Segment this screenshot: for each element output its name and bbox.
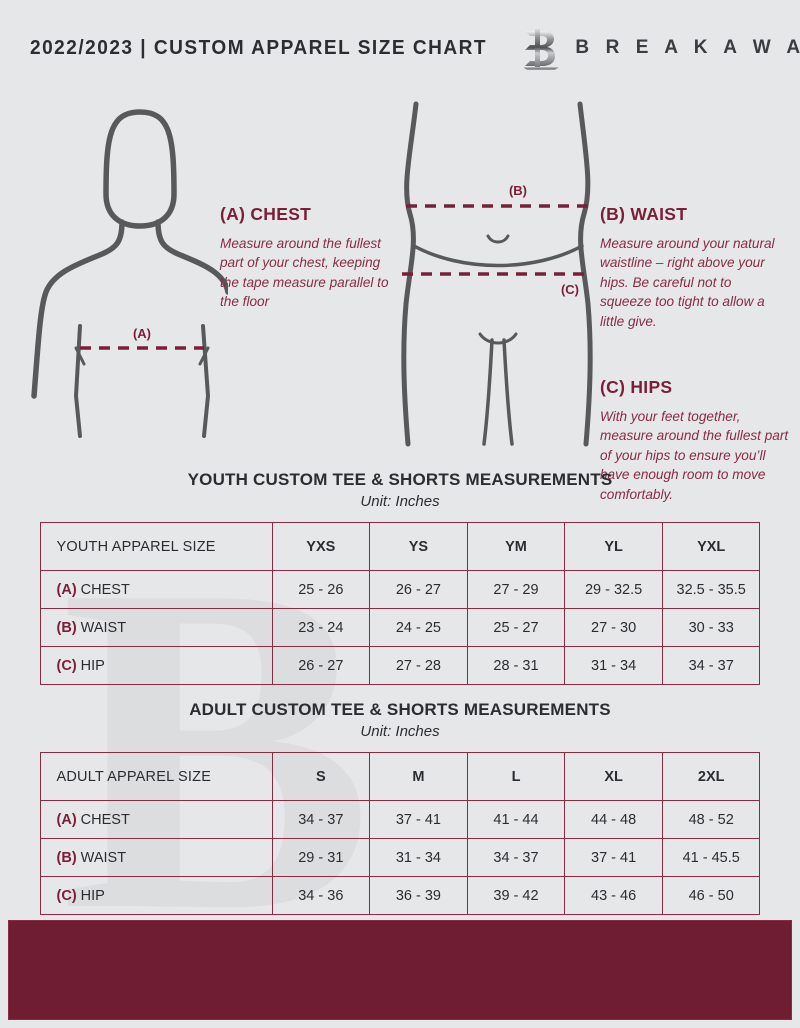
lower-body-figure: (B) (C) xyxy=(401,101,593,447)
size-header-YXS: YXS xyxy=(271,522,371,571)
brand-name: B R E A K A W A Y xyxy=(575,37,800,58)
row-tag: (A) xyxy=(56,811,77,828)
size-header-M: M xyxy=(369,752,468,801)
row-label-hip: (C) HIP xyxy=(39,646,273,685)
row-tag: (C) xyxy=(56,657,77,674)
adult-section: ADULT CUSTOM TEE & SHORTS MEASUREMENTS U… xyxy=(0,700,800,915)
row-tag: (B) xyxy=(56,849,77,866)
size-header-XL: XL xyxy=(564,752,663,801)
row-tag: (B) xyxy=(56,619,77,636)
youth-section-unit: Unit: Inches xyxy=(360,493,440,510)
waist-measure-label: (B) xyxy=(509,183,527,198)
cell-hip-L: 39 - 42 xyxy=(466,876,566,915)
cell-waist-2XL: 41 - 45.5 xyxy=(661,838,761,877)
chest-measure-label: (A) xyxy=(133,326,151,341)
youth-section-head: YOUTH CUSTOM TEE & SHORTS MEASUREMENTS U… xyxy=(0,470,800,510)
cell-chest-YL: 29 - 32.5 xyxy=(564,570,663,609)
row-tag: (A) xyxy=(56,581,77,598)
cell-chest-YXL: 32.5 - 35.5 xyxy=(661,570,761,609)
page-title: 2022/2023 | CUSTOM APPAREL SIZE CHART xyxy=(30,36,487,59)
row-label-chest: (A) CHEST xyxy=(39,800,273,839)
callout-waist-body: Measure around your natural waistline – … xyxy=(600,236,775,329)
cell-waist-YM: 25 - 27 xyxy=(466,608,566,647)
hip-measure-label: (C) xyxy=(561,282,579,297)
youth-section: YOUTH CUSTOM TEE & SHORTS MEASUREMENTS U… xyxy=(0,470,800,685)
size-header-label: ADULT APPAREL SIZE xyxy=(39,752,273,801)
cell-hip-S: 34 - 36 xyxy=(271,876,371,915)
cell-waist-L: 34 - 37 xyxy=(466,838,566,877)
brand-lockup: B R E A K A W A Y xyxy=(521,25,800,71)
cell-waist-YXL: 30 - 33 xyxy=(661,608,761,647)
row-label-hip: (C) HIP xyxy=(39,876,273,915)
cell-chest-2XL: 48 - 52 xyxy=(661,800,761,839)
table-header-row: ADULT APPAREL SIZE S M L XL 2XL xyxy=(39,752,761,801)
size-header-2XL: 2XL xyxy=(661,752,761,801)
row-label-chest: (A) CHEST xyxy=(39,570,273,609)
callout-waist: (B) WAIST Measure around your natural wa… xyxy=(600,204,785,331)
size-header-YM: YM xyxy=(466,522,566,571)
table-row: (A) CHEST 25 - 26 26 - 27 27 - 29 29 - 32.5 3… xyxy=(39,570,761,609)
table-row: (B) WAIST 23 - 24 24 - 25 25 - 27 27 - 30 30 … xyxy=(39,608,761,647)
youth-table-body: YOUTH APPAREL SIZE YXS YS YM YL YXL (A) CHEST 2… xyxy=(39,522,761,685)
size-header-YS: YS xyxy=(369,522,468,571)
youth-size-table: YOUTH APPAREL SIZE YXS YS YM YL YXL (A) CHEST 2… xyxy=(39,522,761,685)
size-header-L: L xyxy=(466,752,566,801)
cell-chest-YM: 27 - 29 xyxy=(466,570,566,609)
cell-waist-YXS: 23 - 24 xyxy=(271,608,371,647)
cell-chest-YXS: 25 - 26 xyxy=(271,570,371,609)
table-row: (A) CHEST 34 - 37 37 - 41 41 - 44 44 - 48 48 … xyxy=(39,800,761,839)
cell-waist-YS: 24 - 25 xyxy=(369,608,468,647)
cell-waist-YL: 27 - 30 xyxy=(564,608,663,647)
youth-section-title: YOUTH CUSTOM TEE & SHORTS MEASUREMENTS xyxy=(187,470,613,489)
table-header-row: YOUTH APPAREL SIZE YXS YS YM YL YXL xyxy=(39,522,761,571)
callout-waist-title: (B) WAIST xyxy=(600,204,688,224)
callout-hips-body: With your feet together, measure around … xyxy=(600,409,789,502)
adult-size-table: ADULT APPAREL SIZE S M L XL 2XL (A) CHEST 34 - … xyxy=(39,752,761,915)
callout-hips-title: (C) HIPS xyxy=(600,377,673,397)
cell-chest-L: 41 - 44 xyxy=(466,800,566,839)
size-header-label: YOUTH APPAREL SIZE xyxy=(39,522,273,571)
size-header-YL: YL xyxy=(564,522,663,571)
cell-waist-M: 31 - 34 xyxy=(369,838,468,877)
page-header: 2022/2023 | CUSTOM APPAREL SIZE CHART B … xyxy=(0,0,800,96)
cell-chest-S: 34 - 37 xyxy=(271,800,371,839)
table-row: (C) HIP 26 - 27 27 - 28 28 - 31 31 - 34 34 - … xyxy=(39,646,761,685)
adult-section-unit: Unit: Inches xyxy=(360,723,440,740)
cell-hip-YM: 28 - 31 xyxy=(466,646,566,685)
adult-table-body: ADULT APPAREL SIZE S M L XL 2XL (A) CHEST 34 - … xyxy=(39,752,761,915)
footer-bar xyxy=(8,920,792,1020)
row-tag: (C) xyxy=(56,887,77,904)
cell-hip-YS: 27 - 28 xyxy=(369,646,468,685)
callout-hips: (C) HIPS With your feet together, measur… xyxy=(600,377,790,504)
cell-waist-XL: 37 - 41 xyxy=(564,838,663,877)
cell-hip-YXS: 26 - 27 xyxy=(271,646,371,685)
callout-chest-title: (A) CHEST xyxy=(220,204,312,224)
cell-chest-YS: 26 - 27 xyxy=(369,570,468,609)
cell-chest-M: 37 - 41 xyxy=(369,800,468,839)
cell-hip-YL: 31 - 34 xyxy=(564,646,663,685)
size-header-S: S xyxy=(271,752,371,801)
callout-chest-body: Measure around the fullest part of your … xyxy=(220,236,389,310)
row-label-waist: (B) WAIST xyxy=(39,608,273,647)
adult-section-head: ADULT CUSTOM TEE & SHORTS MEASUREMENTS U… xyxy=(0,700,800,740)
cell-hip-M: 36 - 39 xyxy=(369,876,468,915)
cell-chest-XL: 44 - 48 xyxy=(564,800,663,839)
row-label-waist: (B) WAIST xyxy=(39,838,273,877)
adult-section-title: ADULT CUSTOM TEE & SHORTS MEASUREMENTS xyxy=(189,700,611,719)
upper-body-figure: (A) xyxy=(31,109,228,438)
cell-hip-2XL: 46 - 50 xyxy=(661,876,761,915)
table-row: (C) HIP 34 - 36 36 - 39 39 - 42 43 - 46 46 - … xyxy=(39,876,761,915)
size-header-YXL: YXL xyxy=(661,522,761,571)
table-row: (B) WAIST 29 - 31 31 - 34 34 - 37 37 - 41 41 … xyxy=(39,838,761,877)
cell-hip-YXL: 34 - 37 xyxy=(661,646,761,685)
callout-chest: (A) CHEST Measure around the fullest par… xyxy=(220,204,400,312)
cell-waist-S: 29 - 31 xyxy=(271,838,371,877)
breakaway-b-monogram-icon xyxy=(523,27,560,70)
measurement-figures: (A) (B) (C) xyxy=(0,96,800,502)
cell-hip-XL: 43 - 46 xyxy=(564,876,663,915)
